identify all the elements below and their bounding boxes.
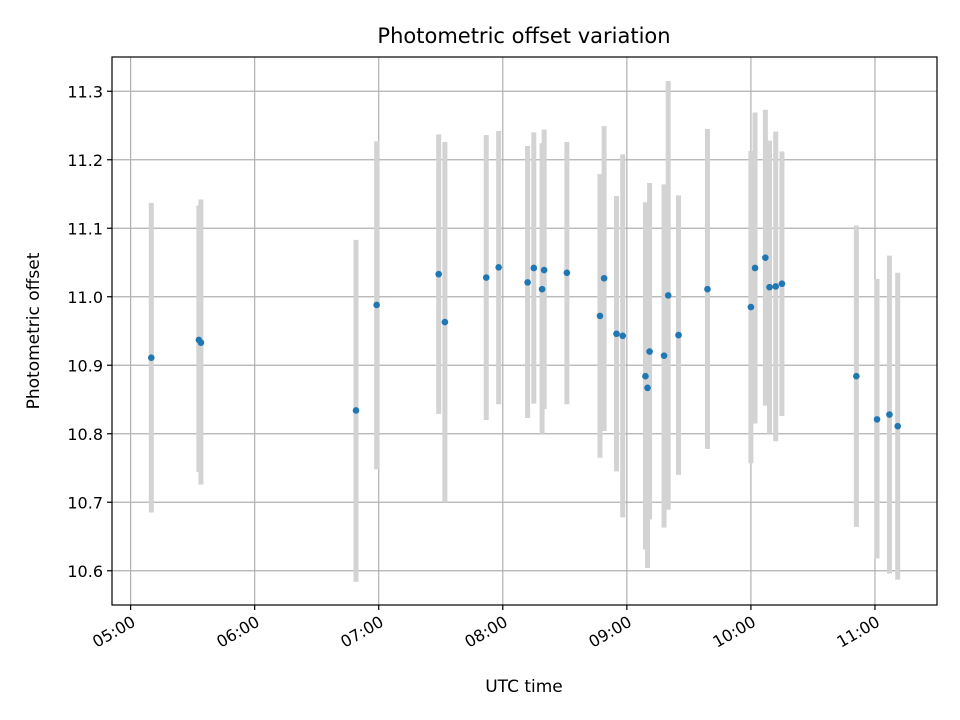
y-tick-label: 11.1 [67,219,103,238]
data-point [642,372,649,380]
data-point [766,283,773,291]
data-point [894,422,902,430]
data-point [675,331,682,339]
data-point [886,411,893,418]
plot-frame [111,56,938,606]
y-tick-label: 10.9 [67,356,103,375]
data-point [530,264,538,272]
data-point [873,416,881,423]
y-tick-label: 10.7 [67,493,103,512]
y-tick-label: 10.6 [67,562,103,581]
data-point [747,303,755,311]
data-point [600,274,608,282]
data-point [373,301,380,309]
data-point [435,270,442,278]
data-point [704,285,711,293]
y-ticks: 10.6 10.7 10.8 10.9 11.0 11.1 11.2 11.3 [67,82,112,581]
data-point [495,263,502,271]
y-tick-label: 10.8 [67,425,103,444]
data-point [664,292,672,299]
data-point [772,283,780,290]
data-point [596,312,604,320]
data-point [778,280,786,288]
y-tick-label: 11.2 [67,151,103,170]
data-point [352,407,360,414]
data-point [563,269,571,277]
data-point [441,318,449,326]
data-point [540,266,548,274]
data-point [524,279,531,286]
chart-title: Photometric offset variation [377,24,670,48]
data-points [147,254,902,430]
data-point [660,352,668,359]
data-point [538,285,546,293]
data-point [197,339,205,346]
data-point [646,348,653,355]
y-tick-label: 11.0 [67,288,103,307]
data-point [619,332,627,340]
data-point [751,264,759,272]
data-point [613,330,620,338]
data-point [644,384,651,392]
y-axis-label: Photometric offset [24,252,44,409]
x-axis-label: UTC time [485,677,563,697]
data-point [482,274,490,281]
data-point [853,372,860,380]
data-point [762,254,769,262]
y-tick-label: 11.3 [67,82,103,101]
data-point [147,354,155,362]
